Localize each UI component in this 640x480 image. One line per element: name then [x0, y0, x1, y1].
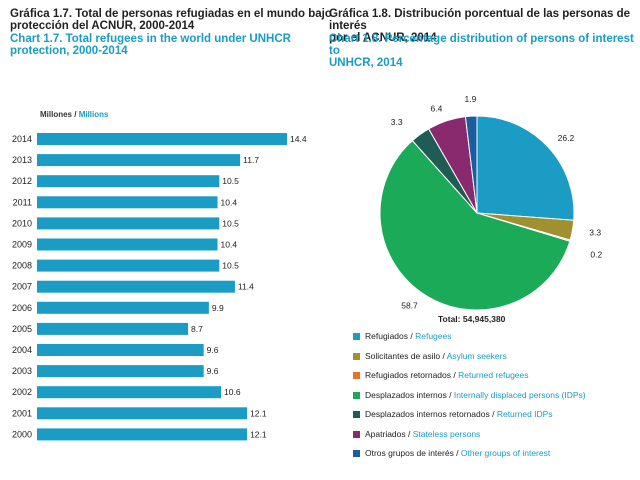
legend-item: Refugiados retornados / Returned refugee… [353, 370, 529, 380]
bar [37, 154, 241, 167]
data-label: 10.5 [222, 176, 239, 186]
data-label: 8.7 [191, 324, 203, 334]
legend-swatch [353, 411, 360, 418]
bar [37, 322, 189, 335]
y-tick-label: 2001 [12, 408, 32, 418]
pie-slice [464, 115, 478, 214]
legend-label-es: Solicitantes de asilo / [365, 350, 447, 361]
slice-label: 26.2 [558, 133, 575, 143]
y-tick-label: 2000 [12, 429, 32, 439]
y-tick-label: 2003 [12, 366, 32, 376]
right-chart-title-es: Gráfica 1.8. Distribución porcentual de … [329, 8, 631, 44]
legend-label-es: Otros grupos de interés / [365, 448, 461, 458]
legend-label-en: Returned refugees [458, 370, 529, 380]
bar [37, 365, 204, 378]
bar [37, 301, 209, 314]
data-label: 9.6 [207, 366, 219, 376]
right-chart-title-en: Chart 1.8. Percentage distribution of pe… [329, 33, 634, 69]
data-label: 10.5 [222, 261, 239, 271]
y-tick-label: 2002 [12, 387, 32, 397]
slice-label: 3.3 [391, 117, 403, 127]
slice-label: 6.4 [431, 104, 443, 114]
pie-total-label: Total: 54,945,380 [438, 314, 506, 324]
legend-item: Desplazados internos / Internally displa… [353, 390, 586, 400]
pie-slice [379, 139, 571, 311]
left-chart-title-en: Chart 1.7. Total refugees in the world u… [10, 33, 291, 57]
legend-item: Solicitantes de asilo / Asylum seekers [353, 351, 507, 361]
legend-label-es: Refugiados / [365, 331, 416, 341]
slice-label: 0.2 [590, 249, 602, 259]
legend-swatch [353, 391, 360, 399]
data-label: 11.7 [243, 155, 259, 165]
legend-swatch [353, 430, 360, 438]
y-tick-label: 2005 [12, 324, 32, 334]
left-chart-title-es: Gráfica 1.7. Total de personas refugiada… [10, 8, 332, 32]
y-tick-label: 2013 [12, 155, 32, 165]
legend-swatch [353, 372, 360, 379]
bar [37, 175, 220, 188]
legend-item: Refugiados / Refugees [353, 331, 451, 341]
data-label: 10.5 [222, 218, 239, 228]
left-chart-unit-label: Millones / Millions [40, 110, 109, 119]
y-tick-label: 2006 [12, 303, 32, 313]
legend-label-en: Internally displaced persons (IDPs) [453, 389, 586, 400]
legend-label-en: Refugees [415, 331, 452, 341]
y-tick-label: 2007 [12, 282, 32, 292]
y-tick-label: 2014 [12, 134, 32, 144]
pie-slice [476, 115, 575, 221]
legend-label-en: Returned IDPs [496, 409, 553, 419]
legend-item: Apatriados / Stateless persons [353, 429, 480, 439]
data-label: 11.4 [238, 282, 254, 292]
legend-label-en: Asylum seekers [446, 350, 507, 361]
data-label: 10.6 [224, 387, 241, 397]
legend-label-es: Refugiados retornados / [365, 370, 459, 380]
slice-label: 3.3 [589, 228, 601, 238]
slice-label: 58.7 [401, 301, 418, 311]
y-tick-label: 2011 [13, 197, 32, 207]
bar [37, 217, 220, 230]
slice-label: 1.9 [465, 94, 477, 104]
data-label: 12.1 [250, 408, 267, 418]
y-tick-label: 2008 [12, 261, 32, 271]
bar [37, 133, 287, 145]
y-tick-label: 2009 [12, 240, 32, 250]
y-tick-label: 2012 [12, 176, 32, 186]
bar [37, 407, 248, 420]
data-label: 9.6 [207, 345, 219, 355]
bar [37, 259, 220, 272]
legend-label-es: Apatriados / [365, 428, 413, 439]
y-tick-label: 2010 [12, 218, 32, 228]
legend-label-en: Stateless persons [412, 428, 481, 439]
bar [37, 428, 248, 441]
legend-swatch [353, 333, 360, 340]
legend-swatch [353, 450, 360, 457]
data-label: 12.1 [250, 429, 267, 439]
bar [37, 238, 218, 251]
data-label: 9.9 [212, 303, 224, 313]
bar [37, 196, 218, 209]
data-label: 10.4 [221, 240, 238, 250]
bar [37, 280, 235, 293]
legend-label-en: Other groups of interest [460, 448, 551, 458]
legend-swatch [353, 352, 360, 360]
y-tick-label: 2004 [12, 345, 32, 355]
legend-label-es: Desplazados internos / [365, 389, 454, 400]
data-label: 10.4 [221, 197, 238, 207]
data-label: 14.4 [290, 134, 307, 144]
legend-item: Desplazados internos retornados / Return… [353, 409, 553, 419]
legend-item: Otros grupos de interés / Other groups o… [353, 448, 550, 458]
bar [37, 386, 222, 399]
legend-label-es: Desplazados internos retornados / [365, 409, 497, 419]
bar [37, 344, 204, 356]
